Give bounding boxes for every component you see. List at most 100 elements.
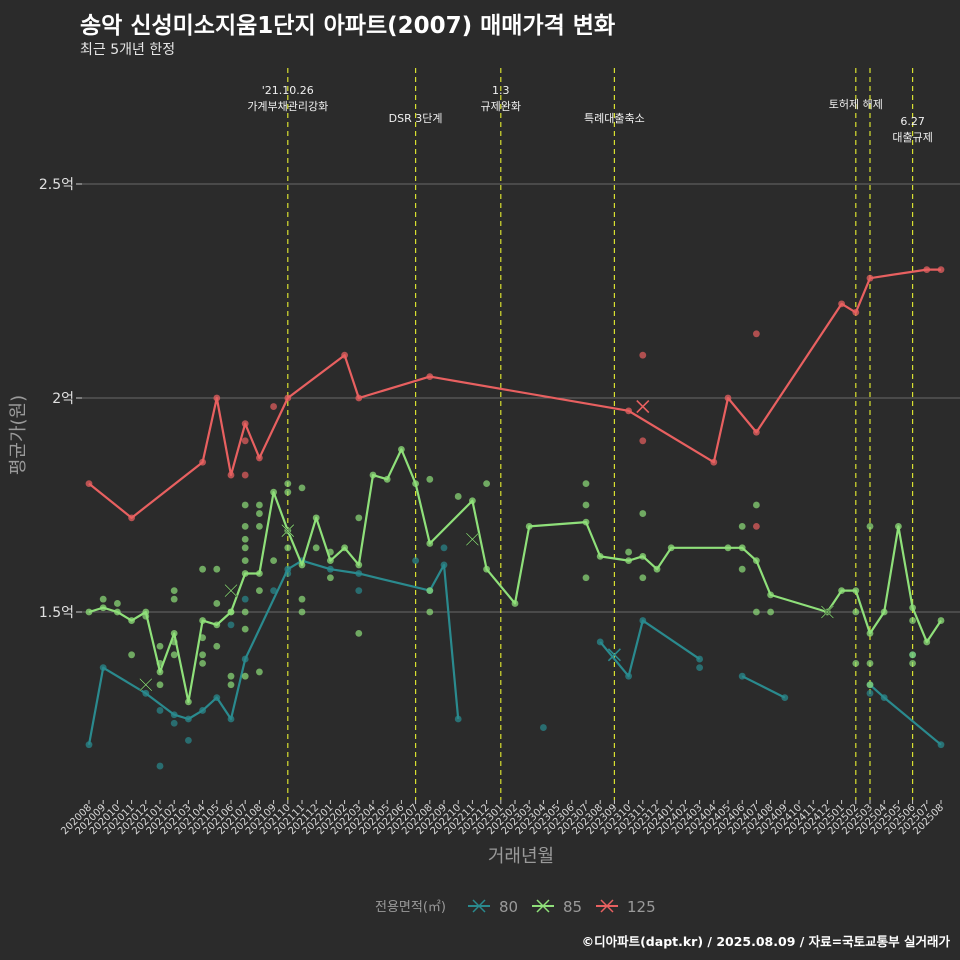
- series-125-point: [426, 373, 434, 380]
- series-85-point: [227, 681, 235, 689]
- legend-label: 125: [627, 898, 656, 916]
- series-85-point: [256, 587, 263, 594]
- series-80-point: [596, 638, 604, 646]
- event-label: 특례대출축소: [584, 112, 645, 125]
- series-85-point: [284, 544, 292, 552]
- series-125-point: [923, 266, 931, 273]
- series-85-point: [327, 574, 334, 582]
- series-85-point: [170, 587, 178, 594]
- series-80-point: [625, 672, 632, 680]
- series-85-point: [156, 642, 164, 650]
- y-tick-label: 1.5억: [39, 605, 74, 621]
- series-85-point: [199, 565, 207, 573]
- series-85-point: [369, 471, 377, 479]
- series-125-point: [241, 471, 249, 479]
- series-125-point: [937, 266, 945, 273]
- series-125-point: [199, 458, 207, 466]
- series-85-point: [767, 591, 774, 599]
- series-85-point: [412, 480, 419, 487]
- series-125-mean-marker: [636, 399, 650, 414]
- series-85-point: [582, 480, 590, 487]
- series-85-point: [199, 659, 207, 667]
- series-80-point: [937, 741, 945, 749]
- series-80-point: [540, 724, 547, 731]
- series-85-point: [114, 608, 121, 616]
- series-85-point: [270, 557, 277, 565]
- series-85-point: [142, 608, 150, 616]
- series-85-point: [270, 488, 277, 496]
- series-85-point: [199, 617, 207, 624]
- legend-swatch-x: [536, 899, 550, 913]
- series-85-point: [866, 681, 874, 689]
- series-80-point: [85, 741, 93, 749]
- series-85-point: [909, 617, 916, 624]
- series-85-point: [213, 621, 221, 629]
- series-85-point: [738, 523, 746, 530]
- series-85-point: [241, 625, 249, 633]
- series-85-point: [852, 608, 860, 616]
- series-85-point: [909, 604, 916, 612]
- series-125-point: [227, 471, 235, 479]
- series-125-point: [753, 330, 760, 338]
- series-85-point: [284, 480, 292, 487]
- series-125-point: [639, 437, 647, 445]
- series-85-point: [256, 510, 263, 517]
- series-85-point: [355, 514, 363, 522]
- event-label: 규제완화: [481, 100, 521, 113]
- series-80-point: [866, 689, 874, 697]
- series-80-point: [696, 664, 703, 672]
- chart-subtitle: 최근 5개년 한정: [80, 42, 176, 58]
- series-80-point: [412, 557, 419, 565]
- series-125-point: [625, 407, 632, 415]
- series-80-point: [639, 617, 647, 624]
- series-80-point: [327, 565, 334, 573]
- series-80-point: [440, 544, 448, 552]
- series-80-line: [87, 559, 460, 745]
- series-125-point: [241, 437, 249, 445]
- series-85-point: [653, 565, 661, 573]
- series-85-point: [241, 608, 249, 616]
- series-80-point: [284, 565, 292, 573]
- series-80-point: [241, 655, 249, 663]
- series-85-mean-marker: [821, 605, 834, 619]
- y-axis-label: 평균가(원): [8, 395, 29, 475]
- series-125-point: [341, 351, 348, 359]
- series-125-point: [128, 514, 136, 522]
- series-85-point: [170, 638, 178, 646]
- series-85-point: [639, 552, 647, 560]
- series-85-point: [170, 595, 178, 603]
- series-85-point: [298, 608, 306, 616]
- series-85-point: [639, 574, 647, 582]
- series-80-point: [696, 655, 703, 663]
- series-80-point: [185, 737, 192, 744]
- series-85-point: [298, 561, 306, 569]
- series-85-point: [327, 548, 334, 556]
- series-85-point: [483, 480, 490, 487]
- event-label: 토허제 해제: [829, 97, 883, 111]
- series-80-point: [738, 672, 746, 680]
- event-label: '21.10.26: [262, 84, 314, 97]
- series-85-point: [426, 608, 434, 616]
- series-80-point: [156, 762, 164, 770]
- series-85-point: [256, 570, 263, 577]
- x-axis-label: 거래년월: [488, 846, 554, 867]
- series-125-point: [753, 523, 760, 530]
- series-80-point: [355, 587, 363, 594]
- series-125-point: [270, 403, 277, 410]
- series-85-point: [213, 565, 221, 573]
- series-125-point: [355, 394, 363, 402]
- series-125-point: [284, 394, 292, 402]
- series-85-point: [582, 518, 590, 526]
- series-85-point: [923, 638, 931, 646]
- series-85-point: [753, 608, 760, 616]
- series-85-point: [114, 600, 121, 607]
- series-85-point: [880, 608, 888, 616]
- legend-swatch-x: [600, 899, 614, 913]
- series-85-mean-marker: [466, 532, 479, 546]
- series-85-point: [227, 608, 235, 616]
- series-80-line: [869, 683, 942, 746]
- series-80-point: [241, 595, 249, 603]
- series-85-point: [85, 608, 93, 616]
- series-85-point: [156, 659, 164, 667]
